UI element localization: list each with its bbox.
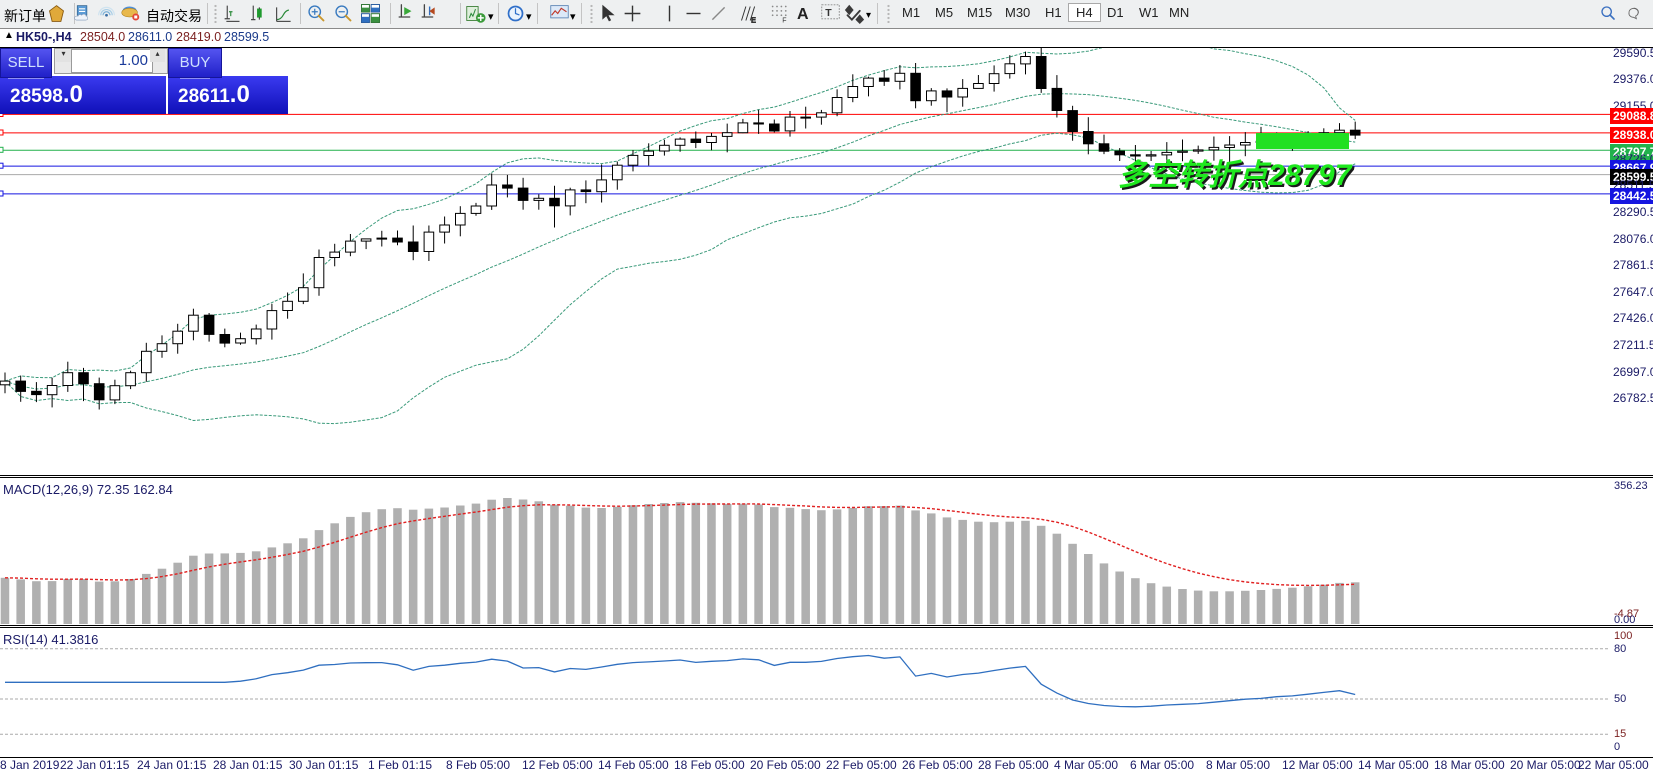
- svg-text:E: E: [751, 17, 756, 24]
- svg-text:多空转折点28797: 多空转折点28797: [1118, 159, 1353, 192]
- svg-text:F: F: [782, 17, 786, 24]
- svg-text:T: T: [825, 7, 832, 19]
